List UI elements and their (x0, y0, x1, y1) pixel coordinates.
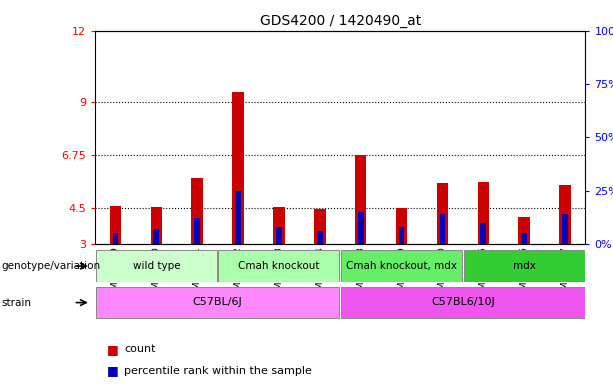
Bar (341, 250, 462, 281)
Text: Cmah knockout, mdx: Cmah knockout, mdx (346, 261, 457, 271)
Bar (194, 218, 200, 244)
Text: wild type: wild type (132, 261, 180, 271)
Bar (481, 223, 486, 244)
Bar (440, 214, 445, 244)
Bar (232, 92, 244, 244)
Text: C57BL6/10J: C57BL6/10J (431, 297, 495, 308)
Bar (463, 250, 585, 281)
Bar (559, 185, 571, 244)
Bar (436, 184, 448, 244)
Text: percentile rank within the sample: percentile rank within the sample (124, 366, 312, 376)
Title: GDS4200 / 1420490_at: GDS4200 / 1420490_at (259, 14, 421, 28)
Bar (151, 207, 162, 244)
Text: ■: ■ (107, 364, 119, 377)
Bar (519, 217, 530, 244)
Text: Cmah knockout: Cmah knockout (238, 261, 319, 271)
Bar (191, 177, 203, 244)
Text: mdx: mdx (512, 261, 536, 271)
Bar (562, 214, 568, 244)
Bar (276, 227, 282, 244)
Bar (218, 250, 340, 281)
Text: ■: ■ (107, 343, 119, 356)
Bar (235, 190, 241, 244)
Text: count: count (124, 344, 156, 354)
Bar (341, 287, 585, 318)
Text: C57BL/6J: C57BL/6J (192, 297, 243, 308)
Bar (398, 227, 405, 244)
Bar (355, 155, 367, 244)
Bar (96, 250, 217, 281)
Bar (96, 287, 340, 318)
Bar (110, 206, 121, 244)
Bar (478, 182, 489, 244)
Bar (273, 207, 284, 244)
Text: strain: strain (1, 298, 31, 308)
Bar (113, 233, 118, 244)
Bar (521, 233, 527, 244)
Bar (153, 229, 159, 244)
Bar (358, 212, 364, 244)
Text: genotype/variation: genotype/variation (1, 261, 101, 271)
Bar (396, 208, 407, 244)
Bar (317, 231, 322, 244)
Bar (314, 209, 326, 244)
